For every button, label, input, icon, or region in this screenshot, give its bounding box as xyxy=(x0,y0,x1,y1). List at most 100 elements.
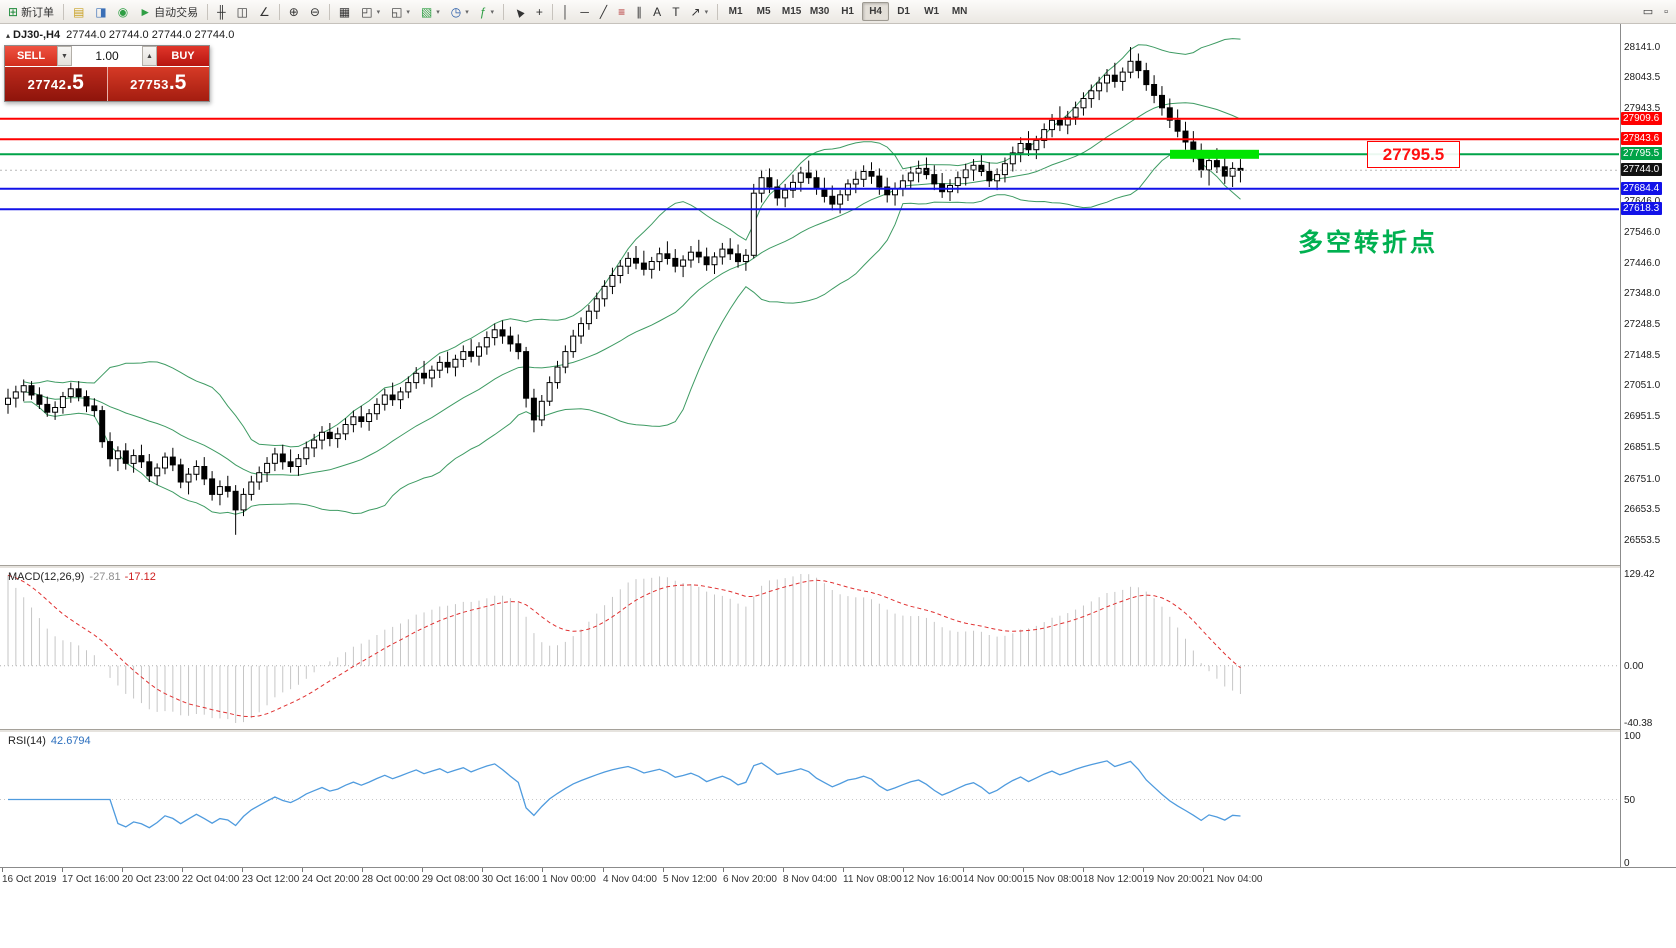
macd-signal-value: -17.12 xyxy=(124,571,156,583)
fibonacci-icon[interactable]: ≡ xyxy=(613,2,630,22)
time-axis-tick xyxy=(1143,868,1144,872)
price-axis[interactable]: 28141.0 28043.5 27943.5 27646.0 27546.0 27446… xyxy=(1620,24,1676,869)
zoom-in-icon[interactable]: ⊕ xyxy=(284,2,304,22)
timeframe-button-m1[interactable]: M1 xyxy=(728,6,743,17)
time-axis-label: 6 Nov 20:00 xyxy=(723,874,777,885)
turning-point-annotation[interactable]: 多空转折点 xyxy=(1298,229,1439,257)
time-axis-tick xyxy=(122,868,123,872)
timeframe-button-m30[interactable]: M30 xyxy=(809,6,830,17)
timeframe-button-d1[interactable]: D1 xyxy=(897,6,910,17)
new-chart-icon[interactable]: ▧ ▾ xyxy=(416,2,445,22)
vertical-line-icon[interactable]: │ xyxy=(557,2,575,22)
cascade-windows-icon-dropdown[interactable]: ▾ xyxy=(406,8,410,16)
time-axis-tick xyxy=(903,868,904,872)
charts-icon[interactable]: ▤ xyxy=(68,2,89,22)
rsi-value: 42.6794 xyxy=(50,735,91,747)
macd-axis-label: 129.42 xyxy=(1624,569,1655,580)
rsi-axis-label: 50 xyxy=(1624,795,1636,806)
price-chart-canvas[interactable] xyxy=(0,24,1619,565)
text-icon[interactable]: A xyxy=(648,2,666,22)
market-watch-icon[interactable]: ◨ xyxy=(90,2,111,22)
time-axis-tick xyxy=(362,868,363,872)
price-level-tag: 27684.4 xyxy=(1621,182,1663,195)
channel-icon-glyph: ∥ xyxy=(636,4,643,19)
autotrading-button[interactable]: ► 自动交易 xyxy=(134,2,203,22)
time-axis-tick xyxy=(242,868,243,872)
ohlc-values: 27744.0 27744.0 27744.0 27744.0 xyxy=(66,29,235,41)
fibonacci-icon-glyph: ≡ xyxy=(618,4,626,19)
symbol-ohlc-line: ▴ DJ30-,H4 27744.0 27744.0 27744.0 27744.0 xyxy=(6,29,234,41)
indicators-icon-dropdown[interactable]: ▾ xyxy=(490,8,494,16)
tile-windows-icon[interactable]: ▦ xyxy=(334,2,355,22)
time-axis-tick xyxy=(62,868,63,872)
timeframe-button-h1[interactable]: H1 xyxy=(841,6,854,17)
price-annotation-box[interactable]: 27795.5 xyxy=(1367,141,1460,168)
price-level-tag: 27618.3 xyxy=(1621,202,1663,215)
volume-input[interactable] xyxy=(72,46,142,66)
navigator-icon[interactable]: ◉ xyxy=(113,2,133,22)
buy-button[interactable]: BUY xyxy=(157,46,209,66)
vertical-line-icon-glyph: │ xyxy=(561,4,570,19)
panel-separator[interactable] xyxy=(0,729,1676,732)
toolbar-extra-icon-1[interactable]: ▭ xyxy=(1642,6,1654,18)
sell-price-button[interactable]: 27742.5 xyxy=(5,67,108,101)
period-clock-icon[interactable]: ◷ ▾ xyxy=(446,2,474,22)
bar-chart-icon[interactable]: ╫ xyxy=(212,2,231,22)
cursor-icon[interactable]: ▲ xyxy=(508,2,530,22)
time-axis[interactable]: 16 Oct 2019 17 Oct 16:00 20 Oct 23:00 22 Oc… xyxy=(0,867,1676,948)
time-axis-label: 12 Nov 16:00 xyxy=(903,874,963,885)
new-order-button[interactable]: ⊞ 新订单 xyxy=(3,2,59,22)
toolbar-separator xyxy=(63,3,65,20)
candlestick-chart-icon[interactable]: ◫ xyxy=(232,2,253,22)
volume-increase-button[interactable]: ▲ xyxy=(142,46,157,66)
indicators-icon[interactable]: ƒ ▾ xyxy=(475,2,499,22)
time-axis-tick xyxy=(603,868,604,872)
autotrading-button-glyph: ► xyxy=(139,4,152,19)
time-axis-label: 5 Nov 12:00 xyxy=(663,874,717,885)
time-axis-tick xyxy=(1083,868,1084,872)
timeframe-button-w1[interactable]: W1 xyxy=(924,6,940,17)
crosshair-icon[interactable]: + xyxy=(531,2,548,22)
timeframe-button-m5[interactable]: M5 xyxy=(756,6,771,17)
cascade-windows-icon[interactable]: ◱ ▾ xyxy=(386,2,415,22)
volume-decrease-button[interactable]: ▼ xyxy=(57,46,72,66)
auto-arrange-icon[interactable]: ◰ ▾ xyxy=(356,2,385,22)
macd-canvas[interactable] xyxy=(0,568,1619,729)
trendline-icon[interactable]: ╱ xyxy=(595,2,612,22)
channel-icon[interactable]: ∥ xyxy=(631,2,647,22)
price-axis-label: 27646.0 xyxy=(1624,195,1660,208)
sell-price-main: 27742 xyxy=(27,77,67,92)
time-axis-label: 4 Nov 04:00 xyxy=(603,874,657,885)
time-axis-label: 24 Oct 20:00 xyxy=(302,874,360,885)
price-axis-label: 26653.5 xyxy=(1624,504,1661,515)
market-watch-icon-glyph: ◨ xyxy=(95,4,107,19)
trendline-icon-glyph: ╱ xyxy=(599,4,608,19)
label-icon-glyph: T xyxy=(672,4,680,19)
period-clock-icon-dropdown[interactable]: ▾ xyxy=(465,8,469,16)
arrows-icon[interactable]: ↗ ▾ xyxy=(686,2,714,22)
buy-price-button[interactable]: 27753.5 xyxy=(107,67,209,101)
timeframe-button-h4[interactable]: H4 xyxy=(862,2,890,21)
price-axis-label: 27446.0 xyxy=(1624,258,1661,269)
label-icon[interactable]: T xyxy=(667,2,684,22)
time-axis-label: 21 Nov 04:00 xyxy=(1203,874,1263,885)
line-chart-icon[interactable]: ∠ xyxy=(254,2,275,22)
price-axis-label: 27051.0 xyxy=(1624,380,1661,391)
toolbar-separator xyxy=(503,3,504,20)
sell-button[interactable]: SELL xyxy=(5,46,57,66)
arrows-icon-dropdown[interactable]: ▾ xyxy=(704,8,709,16)
toolbar-extra-icon-2[interactable]: ▫ xyxy=(1664,5,1668,18)
price-axis-label: 27546.0 xyxy=(1624,227,1661,238)
rsi-canvas[interactable] xyxy=(0,732,1619,867)
horizontal-line-icon[interactable]: ─ xyxy=(575,2,594,22)
auto-arrange-icon-glyph: ◰ xyxy=(361,4,373,19)
timeframe-button-m15[interactable]: M15 xyxy=(781,6,802,17)
zoom-out-icon[interactable]: ⊖ xyxy=(305,2,325,22)
auto-arrange-icon-dropdown[interactable]: ▾ xyxy=(376,8,381,16)
one-click-collapse-icon[interactable]: ▴ xyxy=(6,31,11,40)
new-chart-icon-dropdown[interactable]: ▾ xyxy=(436,8,440,16)
timeframe-button-mn[interactable]: MN xyxy=(951,6,968,17)
panel-separator[interactable] xyxy=(0,565,1676,568)
time-axis-label: 16 Oct 2019 xyxy=(2,874,57,885)
